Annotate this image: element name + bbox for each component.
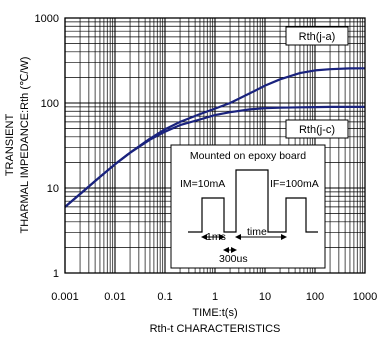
x-tick-label: 100	[306, 291, 324, 303]
plot-frame	[64, 17, 366, 274]
dim-time-label: time	[247, 226, 267, 238]
legend-rth-ja: Rth(j-a)	[285, 26, 349, 46]
inset-pulse-diagram: Mounted on epoxy board IM=10mA IF=100mA …	[170, 144, 326, 269]
legend-rth-jc: Rth(j-c)	[285, 119, 349, 139]
svg-text:Rth(j-a): Rth(j-a)	[299, 31, 336, 43]
x-tick-labels: 0.001 0.01 0.1 1 10 100 1000	[51, 291, 377, 303]
dim-300us-label: 300us	[219, 253, 248, 265]
y-tick-labels: 1 10 100 1000	[35, 13, 59, 280]
pulse-waveform	[188, 169, 318, 233]
x-tick-label: 1000	[353, 291, 377, 303]
series-line	[64, 105, 365, 208]
x-tick-label: 0.01	[104, 291, 125, 303]
x-tick-label: 10	[259, 291, 271, 303]
y-axis-title-line1: TRANSIENT	[4, 114, 16, 177]
dim-1ms-label: 1ms	[206, 231, 226, 243]
svg-text:Rth(j-c): Rth(j-c)	[299, 124, 335, 136]
inset-if-label: IF=100mA	[270, 178, 319, 190]
y-tick-label: 100	[41, 98, 59, 110]
y-axis-title-line2: THARMAL IMPEDANCE:Rth (℃/W)	[19, 57, 31, 234]
x-axis-title: TIME:t(s)	[192, 307, 237, 319]
chart-caption: Rth-t CHARACTERISTICS	[150, 323, 281, 335]
inset-title: Mounted on epoxy board	[190, 150, 306, 162]
inset-im-label: IM=10mA	[180, 178, 225, 190]
series-group	[64, 67, 366, 208]
x-tick-label: 0.1	[157, 291, 172, 303]
x-tick-label: 1	[212, 291, 218, 303]
y-tick-label: 1000	[35, 13, 59, 25]
x-tick-label: 0.001	[51, 291, 79, 303]
y-tick-label: 1	[53, 268, 59, 280]
y-tick-label: 10	[47, 183, 59, 195]
